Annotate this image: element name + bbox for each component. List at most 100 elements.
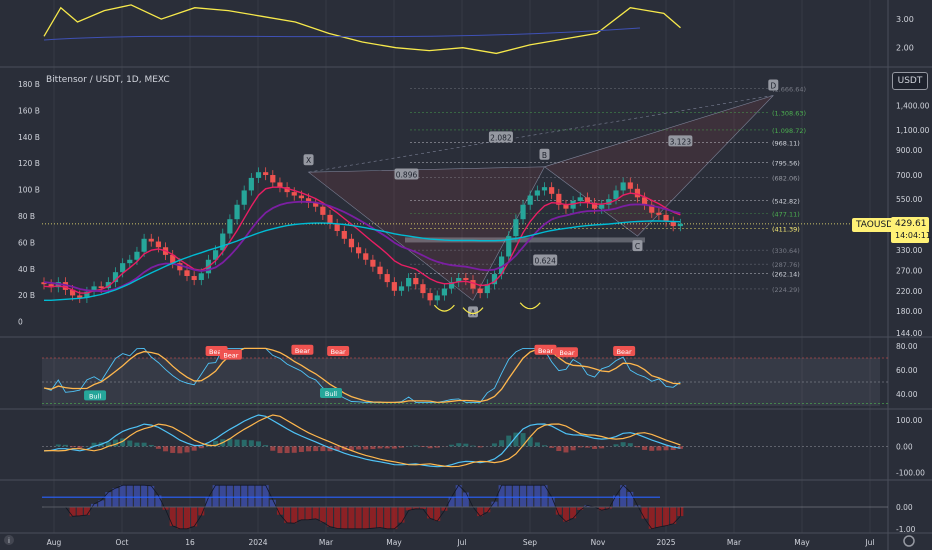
osc-histogram-bar	[520, 433, 526, 447]
momentum-bar	[176, 507, 183, 529]
settings-gear-icon[interactable]	[903, 535, 915, 547]
candle-body	[255, 172, 262, 178]
candle-body	[341, 230, 347, 239]
candle-body	[105, 282, 111, 289]
candle-body	[377, 266, 383, 275]
osc-histogram-bar	[270, 446, 276, 451]
momentum-bar	[69, 507, 76, 517]
osc-histogram-bar	[420, 446, 426, 447]
info-icon-glyph: i	[8, 537, 10, 545]
fib-level-label: (682.06)	[772, 175, 800, 183]
ratio-label: 3.123	[670, 137, 692, 146]
momentum-bar	[133, 485, 140, 507]
momentum-bar	[305, 507, 312, 520]
osc-histogram-bar	[413, 445, 419, 447]
candle-body	[313, 202, 319, 207]
candle-body	[127, 259, 133, 264]
pattern-point-b: B	[542, 151, 547, 160]
momentum-bar	[384, 507, 391, 529]
candle-body	[305, 198, 312, 203]
candle-body	[384, 274, 390, 283]
candle-body	[62, 282, 69, 290]
left-y-tick-label: 40 B	[18, 265, 35, 274]
momentum-bar	[484, 507, 491, 513]
momentum-bar	[205, 497, 212, 507]
candle-body	[291, 192, 297, 196]
candle-body	[556, 193, 562, 205]
momentum-bar	[405, 507, 412, 511]
candle-body	[484, 284, 490, 294]
pattern-point-box	[539, 148, 550, 160]
osc-y-tick-label: 100.00	[896, 416, 922, 425]
osc-histogram-bar	[470, 445, 476, 447]
ratio-label: 0.624	[534, 256, 556, 265]
momentum-bar	[76, 507, 83, 516]
ticker-countdown: 14:04:11	[891, 229, 931, 243]
osc-histogram-bar	[234, 439, 240, 447]
momentum-bar	[641, 507, 648, 519]
osc-histogram-bar	[291, 446, 297, 453]
rsi-signal-label: Bear	[331, 348, 346, 356]
candle-body	[398, 286, 405, 291]
momentum-bar	[570, 507, 577, 519]
info-icon[interactable]	[4, 535, 14, 545]
fib-level-label: (1.308.63)	[772, 109, 806, 117]
x-tick-label: Jul	[864, 538, 874, 547]
momentum-bar	[391, 507, 398, 529]
fib-level-label: (287.76)	[772, 261, 800, 269]
harmonic-pattern: X A B C D 0.896 0.624 2.082 3.123	[303, 79, 779, 318]
osc-histogram-bar	[141, 442, 147, 447]
fib-level-label: (411.39)	[772, 225, 800, 233]
osc-histogram-bar	[592, 446, 598, 449]
osc-histogram-bar	[62, 444, 68, 447]
candle-body	[599, 204, 605, 209]
momentum-bar	[477, 507, 484, 517]
candle-body	[477, 288, 483, 294]
osc-histogram-bar	[105, 442, 111, 447]
momentum-bar	[298, 507, 305, 520]
momentum-bar	[520, 485, 527, 507]
candle-body	[298, 195, 304, 199]
osc-histogram-bar	[184, 446, 190, 453]
candle-body	[48, 284, 54, 288]
momentum-bar	[455, 485, 462, 507]
price-panel: (1.666.64) (1.308.63) (1.098.72) (968.11) (7…	[41, 79, 888, 318]
candle-body	[220, 233, 226, 251]
currency-button[interactable]: USDT	[892, 72, 928, 90]
rsi-signal-label: Bull	[89, 392, 101, 400]
momentum-bar	[198, 507, 205, 516]
momentum-y-tick-label: 0.00	[896, 503, 913, 512]
candle-body	[112, 272, 119, 283]
momentum-bar	[498, 485, 505, 507]
osc-histogram-bar	[91, 442, 97, 447]
momentum-y-tick-label: -1.00	[896, 525, 916, 534]
left-y-tick-label: 160 B	[18, 106, 40, 115]
rsi-signal-label: Bull	[325, 390, 337, 398]
osc-histogram-bar	[213, 440, 219, 447]
candle-body	[170, 254, 176, 264]
rsi-signal-badge	[613, 346, 636, 356]
rsi-signal-badge	[327, 346, 350, 356]
right-y-tick-label: 1,400.00	[896, 102, 930, 111]
fib-level-label: (795.56)	[772, 159, 800, 167]
osc-line	[43, 414, 681, 468]
candle-body	[184, 270, 190, 277]
x-tick-label: Sep	[523, 538, 537, 547]
momentum-bar	[620, 485, 627, 507]
right-y-tick-label: 144.00	[896, 329, 922, 338]
momentum-bar	[148, 485, 155, 507]
right-y-tick-label: 700.00	[896, 171, 922, 180]
fib-level-label: (1.666.64)	[772, 85, 806, 93]
candle-body	[470, 280, 476, 289]
osc-histogram-bar	[120, 438, 126, 447]
rsi-signal-label: Bear	[617, 348, 632, 356]
osc-histogram-bar	[320, 446, 326, 452]
momentum-bar	[98, 500, 105, 507]
candle-body	[348, 238, 355, 248]
candle-body	[277, 182, 283, 188]
momentum-bar	[219, 485, 226, 507]
osc-histogram-bar	[227, 438, 233, 447]
momentum-bar	[369, 507, 376, 529]
momentum-bar	[255, 485, 262, 507]
